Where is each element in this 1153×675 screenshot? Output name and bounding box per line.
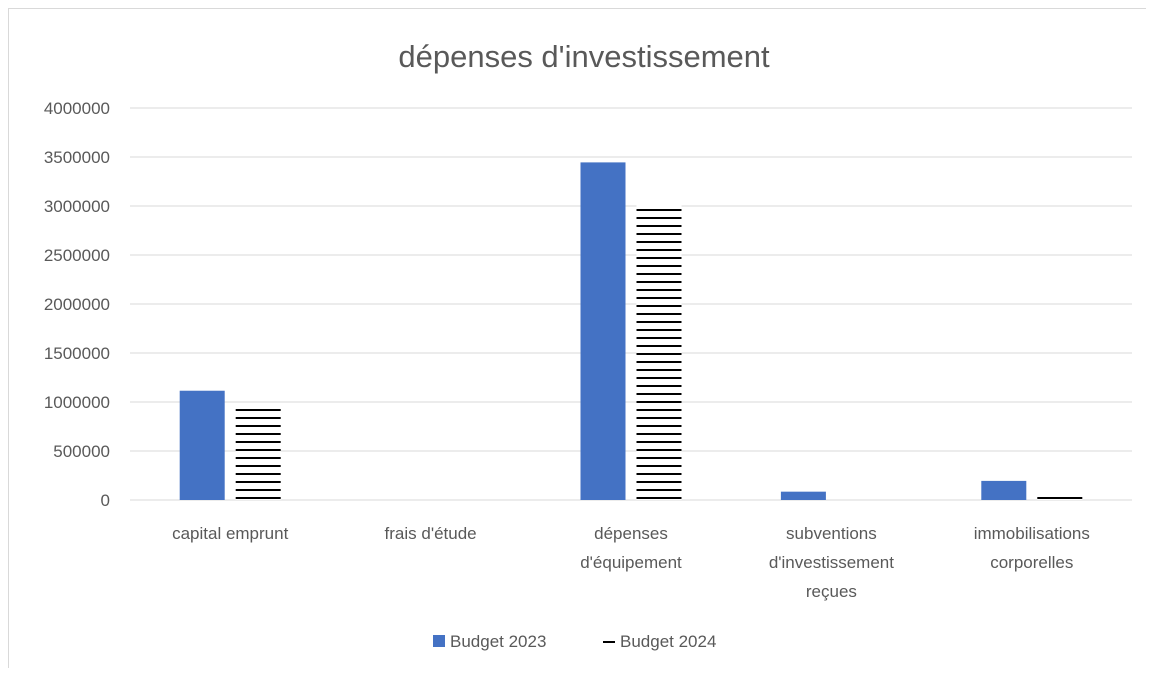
- x-category-label: immobilisations: [974, 524, 1090, 543]
- y-tick-label: 2500000: [44, 246, 110, 265]
- x-category-label: dépenses: [594, 524, 668, 543]
- y-tick-label: 2000000: [44, 295, 110, 314]
- chart-title: dépenses d'investissement: [398, 39, 770, 74]
- legend: Budget 2023 Budget 2024: [433, 632, 716, 651]
- y-tick-label: 1500000: [44, 344, 110, 363]
- y-axis-ticks: 0 500000 1000000 1500000 2000000 2500000 30000…: [44, 99, 110, 510]
- y-tick-label: 3500000: [44, 148, 110, 167]
- y-tick-label: 0: [101, 491, 110, 510]
- legend-label-budget-2024: Budget 2024: [620, 632, 716, 651]
- x-category-label: frais d'étude: [385, 524, 477, 543]
- x-category-label: reçues: [806, 582, 857, 601]
- y-tick-label: 3000000: [44, 197, 110, 216]
- gridlines: [130, 107, 1132, 501]
- x-axis-categories: capital emprunt frais d'étude dépenses d'éq…: [172, 524, 1090, 601]
- x-category-label: capital emprunt: [172, 524, 289, 543]
- legend-swatch-budget-2024: [603, 635, 615, 647]
- legend-swatch-budget-2023: [433, 635, 445, 647]
- bar-budget-2023: [179, 390, 225, 500]
- bar-budget-2024: [636, 205, 682, 500]
- chart-frame: dépenses d'investissement 0 500000 1000000…: [8, 8, 1146, 668]
- y-tick-label: 4000000: [44, 99, 110, 118]
- x-category-label: corporelles: [990, 553, 1073, 572]
- x-category-label: d'investissement: [769, 553, 894, 572]
- bar-budget-2024: [235, 408, 281, 500]
- bars: [179, 162, 1083, 500]
- bar-budget-2023: [981, 480, 1027, 500]
- y-tick-label: 500000: [53, 442, 110, 461]
- bar-budget-2023: [780, 491, 826, 500]
- bar-chart: dépenses d'investissement 0 500000 1000000…: [44, 39, 1132, 651]
- x-category-label: d'équipement: [580, 553, 682, 572]
- legend-label-budget-2023: Budget 2023: [450, 632, 546, 651]
- bar-budget-2023: [580, 162, 626, 500]
- x-category-label: subventions: [786, 524, 877, 543]
- y-tick-label: 1000000: [44, 393, 110, 412]
- bar-budget-2024: [1037, 494, 1083, 500]
